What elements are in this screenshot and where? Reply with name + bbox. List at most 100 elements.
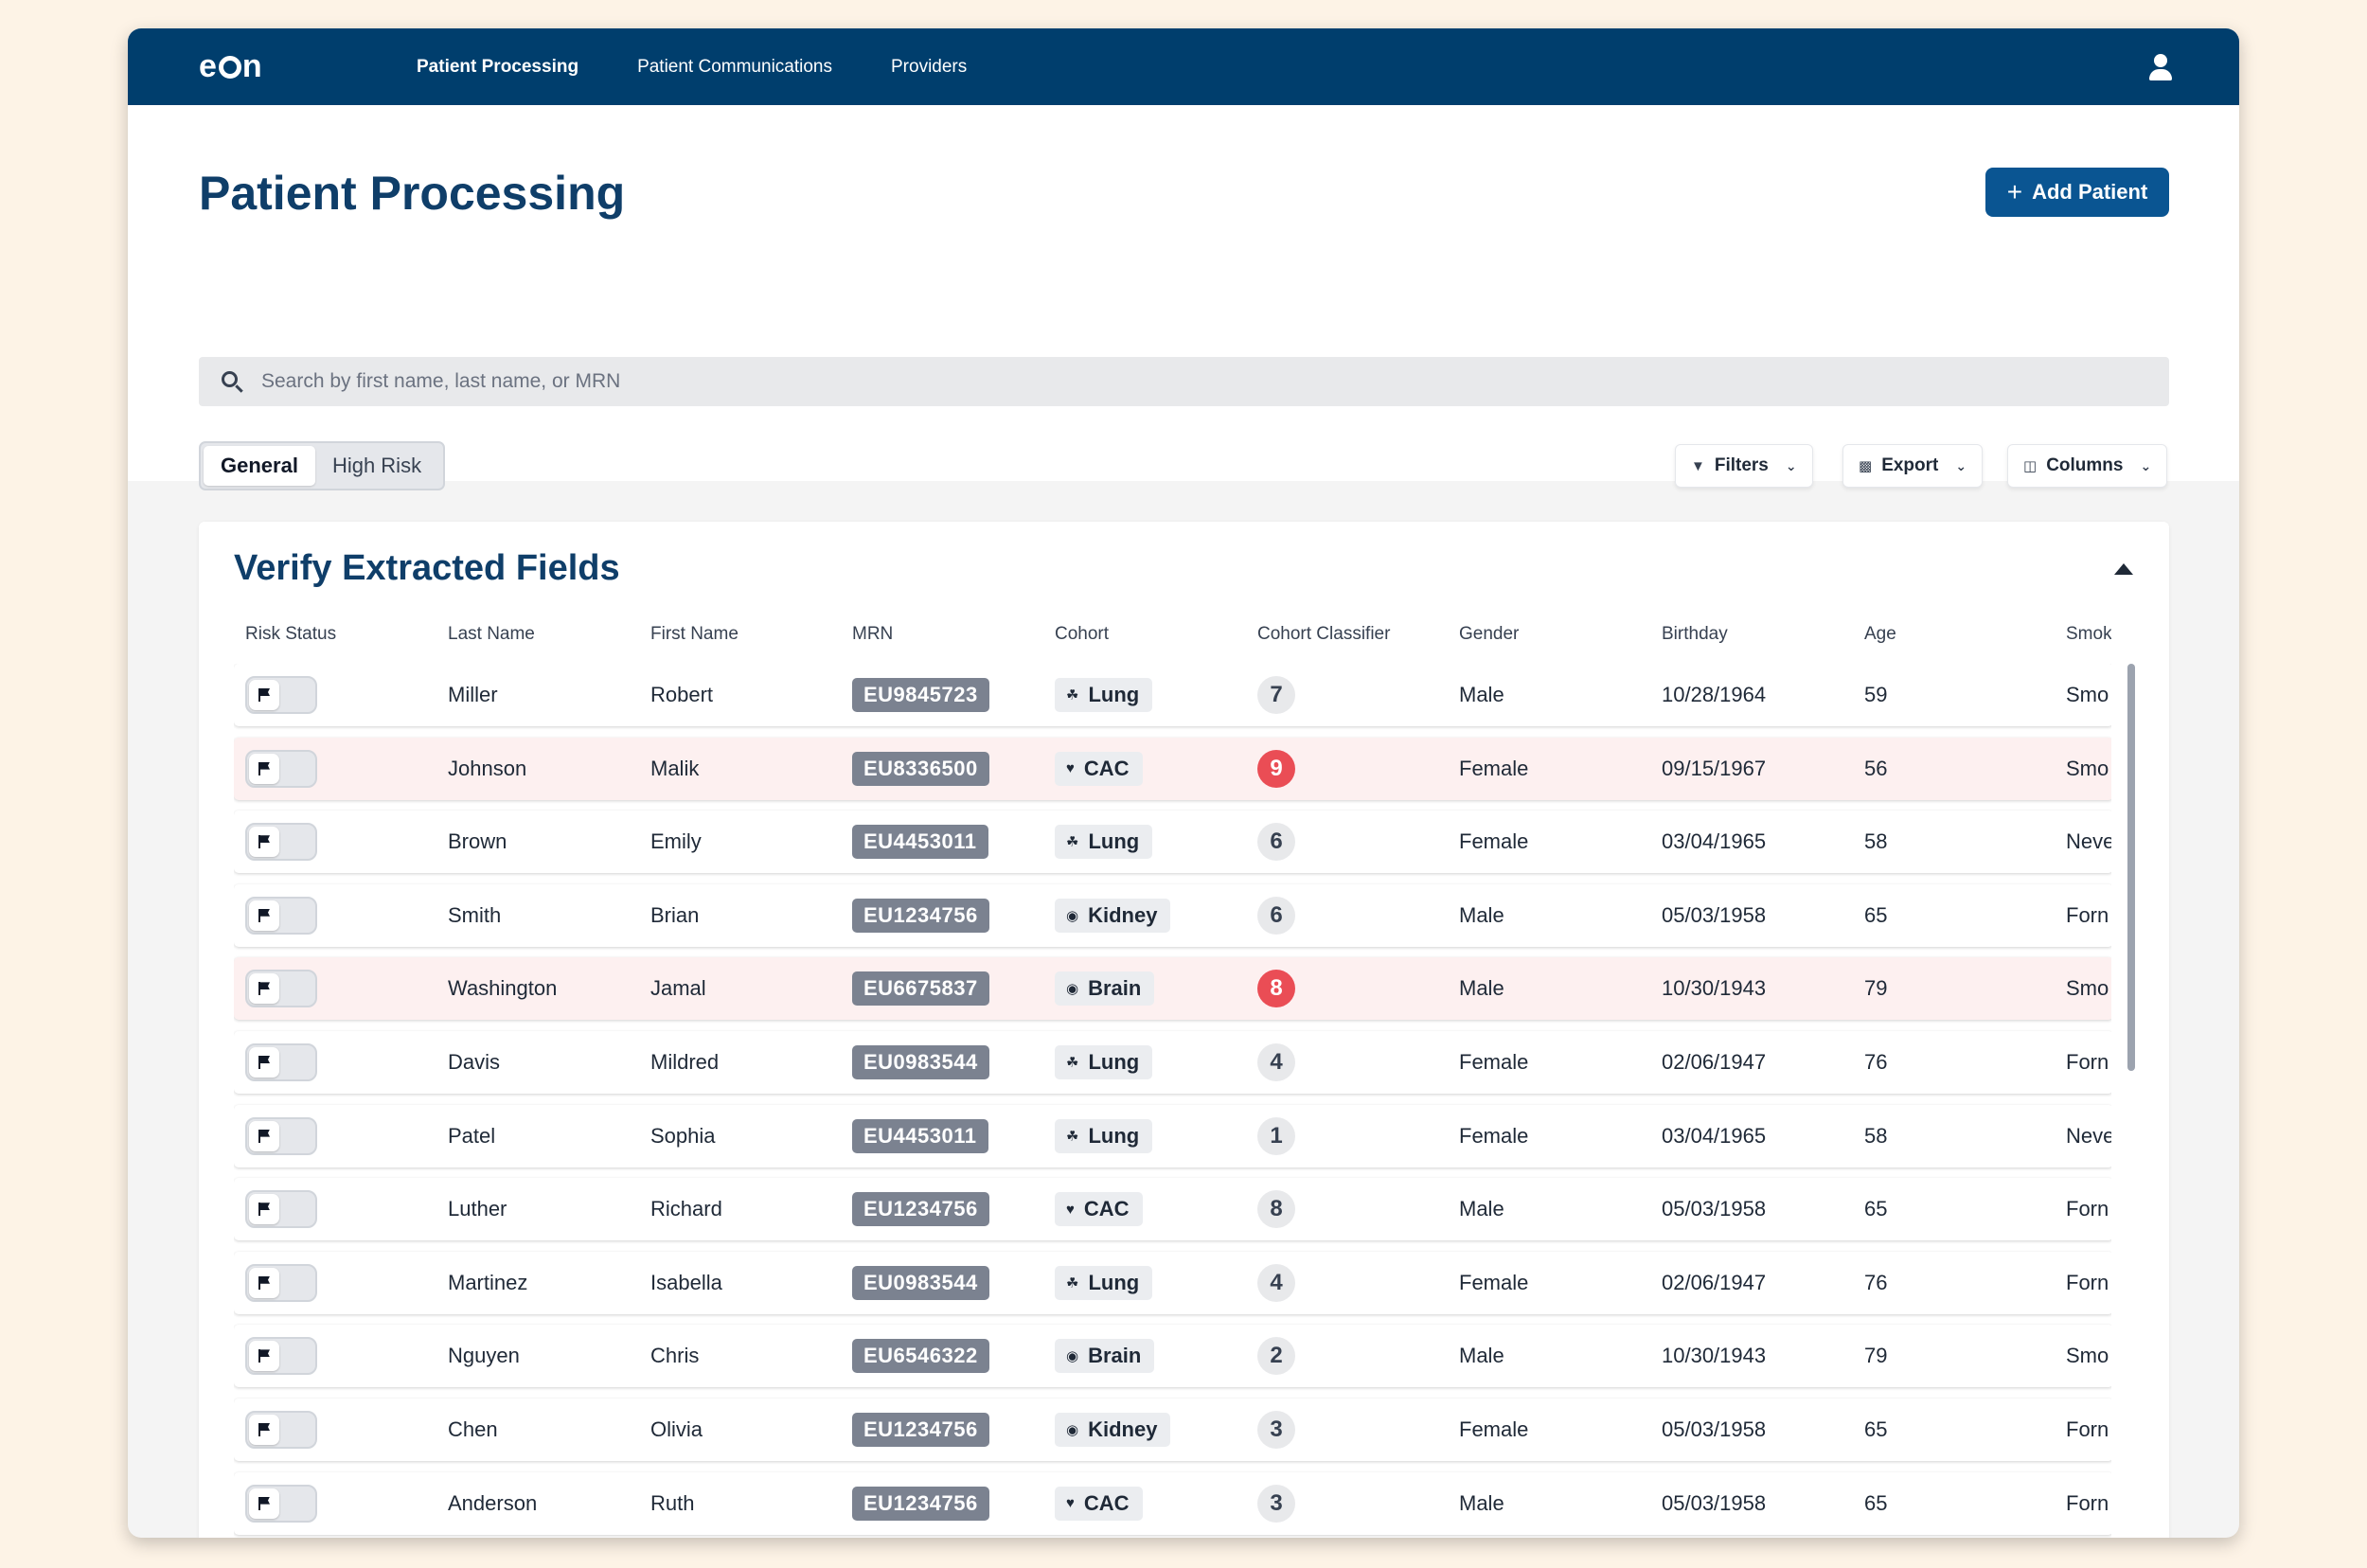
first-name-cell: Ruth <box>650 1490 695 1515</box>
table-row[interactable]: Chen Olivia EU1234756 ◉ Kidney 3 Female 05/03/1… <box>234 1399 2113 1461</box>
classifier-cell: 7 <box>1257 664 1295 726</box>
nav-patient-processing[interactable]: Patient Processing <box>417 56 579 77</box>
risk-flag-toggle[interactable] <box>245 896 317 935</box>
col-first-name[interactable]: First Name <box>650 624 739 644</box>
risk-flag-toggle[interactable] <box>245 1337 317 1376</box>
risk-flag-toggle[interactable] <box>245 1043 317 1081</box>
mrn-badge: EU9845723 <box>852 678 989 712</box>
table-row[interactable]: Davis Mildred EU0983544 ☘ Lung 4 Female 02/06/1… <box>234 1031 2113 1094</box>
flag-icon <box>258 688 270 702</box>
add-patient-button[interactable]: + Add Patient <box>1985 168 2169 217</box>
table-row[interactable]: Martinez Isabella EU0983544 ☘ Lung 4 Female 02/… <box>234 1251 2113 1314</box>
add-patient-label: Add Patient <box>2032 180 2148 204</box>
col-age[interactable]: Age <box>1864 624 1896 644</box>
first-name-cell: Robert <box>650 683 714 706</box>
table-row[interactable]: Nguyen Chris EU6546322 ◉ Brain 2 Male 10/30/194… <box>234 1325 2113 1388</box>
col-last-name[interactable]: Last Name <box>448 624 535 644</box>
risk-flag-toggle[interactable] <box>245 823 317 862</box>
lungs-icon: ☘ <box>1066 687 1079 704</box>
cohort-cell: ◉ Kidney <box>1055 884 1171 947</box>
heart-icon: ♥ <box>1066 1495 1075 1512</box>
search-icon <box>222 371 243 393</box>
view-toggle: General High Risk <box>199 441 445 490</box>
risk-flag-toggle[interactable] <box>245 1484 317 1523</box>
toggle-knob <box>249 1415 279 1445</box>
table-row[interactable]: Smith Brian EU1234756 ◉ Kidney 6 Male 05/03/195… <box>234 883 2113 947</box>
lungs-icon: ☘ <box>1066 1055 1079 1071</box>
search-input[interactable] <box>261 370 2060 393</box>
table-row[interactable]: Anderson Ruth EU1234756 ♥ CAC 3 Male 05/03/1958… <box>234 1471 2113 1535</box>
toggle-knob <box>249 1341 279 1372</box>
mrn-badge: EU1234756 <box>852 1413 989 1447</box>
mrn-badge: EU6546322 <box>852 1339 989 1374</box>
col-gender[interactable]: Gender <box>1459 624 1520 644</box>
risk-flag-toggle[interactable] <box>245 749 317 788</box>
table-row[interactable]: Johnson Malik EU8336500 ♥ CAC 9 Female 09/15/19… <box>234 737 2113 800</box>
cohort-label: Brain <box>1088 1344 1142 1368</box>
table-row[interactable]: Brown Emily EU4453011 ☘ Lung 6 Female 03/04/196… <box>234 811 2113 874</box>
flag-icon <box>258 835 270 849</box>
table-row[interactable]: Washington Jamal EU6675837 ◉ Brain 8 Male 10/30… <box>234 957 2113 1021</box>
cohort-cell: ☘ Lung <box>1055 1031 1153 1094</box>
birthday-cell: 05/03/1958 <box>1662 902 1767 927</box>
risk-flag-toggle[interactable] <box>245 1263 317 1302</box>
classifier-cell: 6 <box>1257 811 1295 873</box>
mrn-badge: EU4453011 <box>852 825 988 860</box>
user-profile-icon[interactable] <box>2148 54 2173 80</box>
nav-patient-communications[interactable]: Patient Communications <box>637 56 832 77</box>
smoking-cell: Forn <box>2066 1270 2109 1294</box>
cohort-badge: ◉ Brain <box>1055 971 1155 1007</box>
gender-cell: Female <box>1459 756 1529 780</box>
vertical-scrollbar[interactable] <box>2127 664 2135 1071</box>
filters-button[interactable]: ▼ Filters ⌄ <box>1675 444 1813 488</box>
age-cell: 79 <box>1864 976 1888 1001</box>
cohort-badge: ☘ Lung <box>1055 1265 1153 1300</box>
collapse-caret-icon[interactable] <box>2114 563 2133 575</box>
col-risk-status[interactable]: Risk Status <box>245 624 337 644</box>
classifier-cell: 9 <box>1257 738 1295 800</box>
cohort-label: CAC <box>1083 756 1130 780</box>
mrn-badge: EU1234756 <box>852 1192 989 1227</box>
export-button[interactable]: ▩ Export ⌄ <box>1842 444 1984 488</box>
classifier-cell: 2 <box>1257 1325 1295 1387</box>
columns-button[interactable]: ◫ Columns ⌄ <box>2007 444 2168 488</box>
mrn-badge: EU4453011 <box>852 1118 988 1153</box>
col-cohort-classifier[interactable]: Cohort Classifier <box>1257 624 1391 644</box>
risk-status-cell <box>245 664 317 726</box>
toggle-knob <box>249 1267 279 1298</box>
smoking-cell: Smo <box>2066 683 2109 706</box>
table-row[interactable]: Miller Robert EU9845723 ☘ Lung 7 Male 10/28/196… <box>234 664 2113 726</box>
col-birthday[interactable]: Birthday <box>1662 624 1728 644</box>
toggle-knob <box>249 827 279 858</box>
segment-general[interactable]: General <box>204 446 315 486</box>
kidney-icon: ◉ <box>1066 907 1079 924</box>
flag-icon <box>258 1423 270 1436</box>
flag-icon <box>258 1129 270 1143</box>
col-mrn[interactable]: MRN <box>852 624 894 644</box>
nav-providers[interactable]: Providers <box>891 56 968 77</box>
kidney-icon: ◉ <box>1066 1422 1079 1438</box>
segment-high-risk[interactable]: High Risk <box>331 454 422 477</box>
col-smoking[interactable]: Smok <box>2066 624 2112 644</box>
mrn-cell: EU8336500 <box>852 738 989 800</box>
cohort-cell: ☘ Lung <box>1055 1105 1153 1167</box>
last-name-cell: Chen <box>448 1417 498 1441</box>
risk-status-cell <box>245 811 317 873</box>
risk-flag-toggle[interactable] <box>245 970 317 1008</box>
col-cohort[interactable]: Cohort <box>1055 624 1110 644</box>
table-row[interactable]: Luther Richard EU1234756 ♥ CAC 8 Male 05/03/195… <box>234 1178 2113 1241</box>
risk-flag-toggle[interactable] <box>245 1190 317 1229</box>
toggle-knob <box>249 1194 279 1225</box>
classifier-score-badge: 4 <box>1257 1263 1295 1302</box>
smoking-cell: Forn <box>2066 1197 2109 1221</box>
cohort-cell: ◉ Kidney <box>1055 1399 1171 1461</box>
risk-flag-toggle[interactable] <box>245 1116 317 1155</box>
gender-cell: Male <box>1459 902 1504 927</box>
flag-icon <box>258 1203 270 1217</box>
table-row[interactable]: Patel Sophia EU4453011 ☘ Lung 1 Female 03/04/19… <box>234 1104 2113 1167</box>
classifier-score-badge: 6 <box>1257 896 1295 935</box>
first-name-cell: Mildred <box>650 1050 720 1074</box>
risk-flag-toggle[interactable] <box>245 676 317 714</box>
risk-flag-toggle[interactable] <box>245 1411 317 1449</box>
